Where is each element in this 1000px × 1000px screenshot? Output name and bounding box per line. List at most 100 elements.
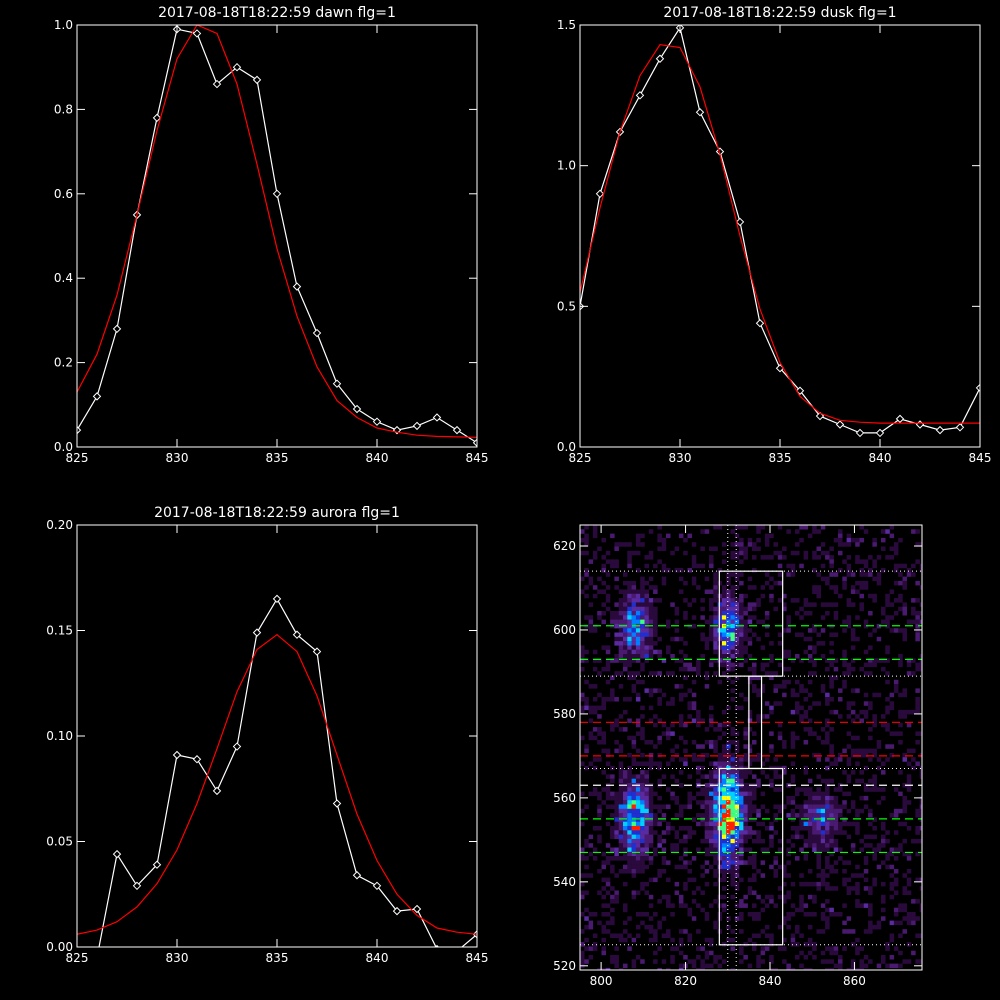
heatmap-cell [640,533,645,539]
heatmap-cell [911,671,916,676]
heatmap-cell [799,658,804,663]
heatmap-cell [868,645,873,650]
heatmap-cell [623,847,628,852]
heatmap-cell [670,701,675,706]
heatmap-cell [777,550,783,556]
heatmap-cell [812,894,817,900]
chart-panel-1: 825 830 835 840 8450.00.20.40.60.81.02017-08… [54,5,489,465]
heatmap-cell [850,804,856,809]
heatmap-cell [640,881,645,887]
heatmap-cell [833,602,839,607]
heatmap-cell [734,628,740,633]
heatmap-cell [704,860,710,865]
heatmap-cell [850,942,856,947]
heatmap-cell [614,808,619,814]
heatmap-cell [580,666,585,672]
heatmap-cell [734,740,740,745]
heatmap-cell [846,967,852,970]
heatmap-cell [790,761,796,766]
heatmap-cell [631,800,637,805]
heatmap-cell [580,654,585,659]
heatmap-cell [721,869,727,874]
heatmap-cell [597,671,602,676]
heatmap-cell [764,826,770,831]
heatmap-cell [863,804,869,809]
heatmap-cell [691,899,697,904]
heatmap-cell [648,598,654,603]
heatmap-cell [610,804,615,809]
heatmap-cell [726,593,731,599]
heatmap-cell [605,877,611,883]
heatmap-cell [623,804,628,809]
heatmap-cell [846,757,852,762]
heatmap-cell [919,959,922,964]
heatmap-cell [838,830,843,835]
heatmap-cell [713,873,718,878]
heatmap-cell [580,955,585,960]
heatmap-cell [678,783,684,788]
heatmap-cell [721,731,727,736]
heatmap-cell [666,894,671,900]
heatmap-cell [644,924,649,930]
heatmap-cell [885,963,890,969]
heatmap-cell [704,800,710,805]
heatmap-cell [842,881,847,887]
heatmap-cell [752,860,757,865]
heatmap-cell [618,761,624,766]
heatmap-cell [640,623,645,629]
data-point [735,217,745,227]
heatmap-cell [584,864,589,870]
heatmap-cell [889,555,895,560]
heatmap-cell [623,937,628,943]
heatmap-cell [691,623,697,629]
heatmap-cell [812,589,817,594]
heatmap-cell [734,598,740,603]
heatmap-cell [726,916,731,921]
heatmap-cell [769,955,774,960]
heatmap-cell [846,701,852,706]
heatmap-cell [644,628,649,633]
heatmap-cell [889,615,895,620]
heatmap-cell [713,856,718,861]
heatmap-cell [644,795,649,801]
heatmap-cell [601,950,606,956]
heatmap-cell [842,946,847,951]
heatmap-cell [696,666,701,672]
heatmap-cell [876,864,882,870]
heatmap-cell [756,959,761,964]
x-tick-label: 825 [66,951,89,965]
heatmap-cell [730,589,735,594]
heatmap-cell [623,856,628,861]
heatmap-cell [597,795,602,801]
heatmap-cell [678,967,684,970]
heatmap-cell [687,826,692,831]
heatmap-cell [816,830,821,835]
heatmap-cell [644,654,649,659]
heatmap-cell [739,791,744,797]
heatmap-cell [807,692,813,698]
data-point [895,414,905,424]
heatmap-cell [631,826,637,831]
heatmap-cell [889,813,895,818]
heatmap-cell [825,692,830,698]
heatmap-cell [803,550,809,556]
heatmap-cell [640,645,645,650]
heatmap-cell [777,808,783,814]
heatmap-cell [610,834,615,840]
heatmap-cell [648,765,654,771]
heatmap-cell [623,800,628,805]
heatmap-cell [747,826,753,831]
heatmap-cell [889,533,895,539]
heatmap-cell [790,933,796,938]
heatmap-cell [850,632,856,637]
heatmap-cell [614,933,619,938]
heatmap-cell [670,847,675,852]
heatmap-cell [670,550,675,556]
heatmap-cell [653,877,658,883]
heatmap-cell [829,800,834,805]
heatmap-cell [790,735,796,741]
heatmap-cell [601,537,606,543]
heatmap-cell [717,679,723,685]
heatmap-cell [829,748,834,754]
heatmap-cell [734,533,740,539]
